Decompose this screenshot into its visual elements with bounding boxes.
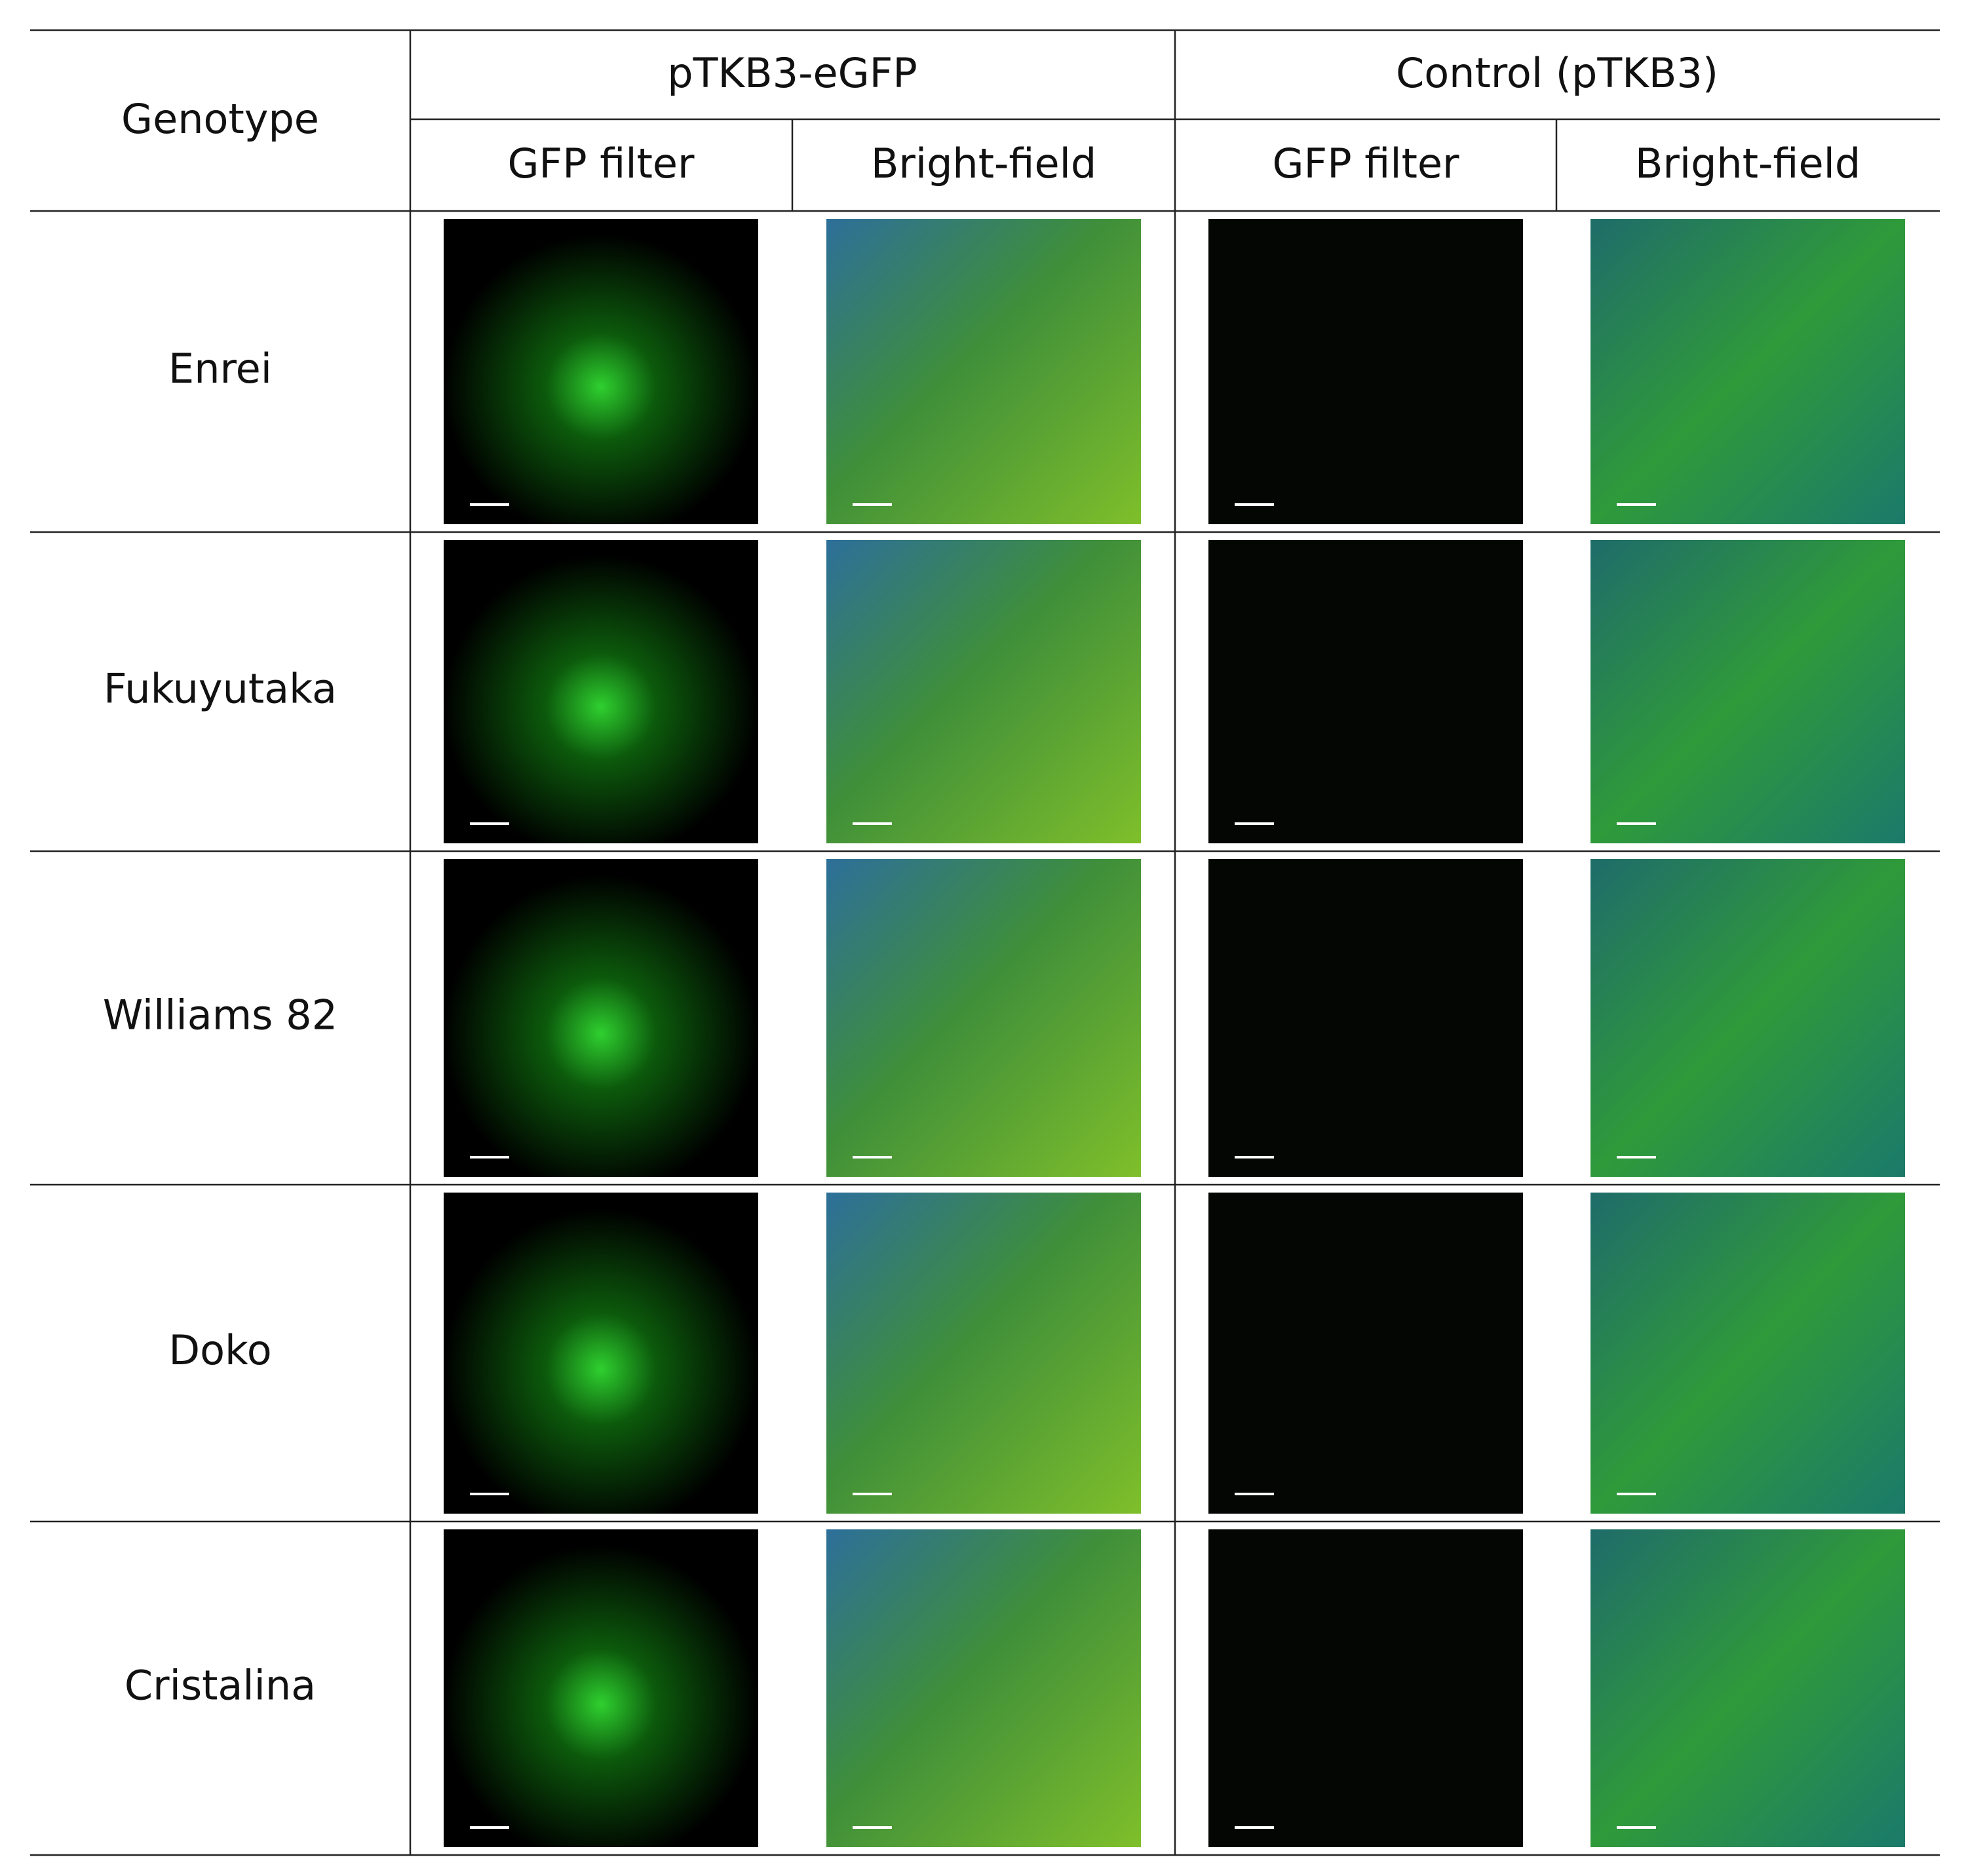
micrograph (444, 859, 758, 1177)
micrograph (1208, 859, 1523, 1177)
micrograph (444, 540, 758, 843)
table-rules (30, 29, 1940, 1856)
micrograph (1208, 1193, 1523, 1514)
sub-header: GFP filter (1272, 140, 1459, 187)
micrograph (1590, 1193, 1905, 1514)
micrograph (826, 859, 1141, 1177)
micrograph (444, 1193, 758, 1514)
micrograph (1590, 1529, 1905, 1847)
micrograph (1208, 219, 1523, 524)
micrograph (444, 1529, 758, 1847)
micrograph (1590, 219, 1905, 524)
sub-header: Bright-field (1635, 140, 1860, 187)
genotype-name: Doko (168, 1326, 271, 1374)
sub-header: Bright-field (871, 140, 1096, 187)
group-header: Control (pTKB3) (1396, 49, 1718, 97)
micrograph (826, 219, 1141, 524)
genotype-name: Enrei (168, 345, 272, 392)
genotype-name: Fukuyutaka (104, 665, 337, 713)
genotype-header: Genotype (121, 95, 319, 143)
genotype-name: Cristalina (125, 1662, 316, 1710)
micrograph (826, 540, 1141, 843)
genotype-name: Williams 82 (103, 991, 337, 1039)
micrograph (1208, 540, 1523, 843)
micrograph (826, 1193, 1141, 1514)
micrograph (826, 1529, 1141, 1847)
group-header: pTKB3-eGFP (667, 49, 917, 97)
micrograph (1590, 540, 1905, 843)
micrograph (1208, 1529, 1523, 1847)
sub-header: GFP filter (507, 140, 695, 187)
micrograph (1590, 859, 1905, 1177)
micrograph (444, 219, 758, 524)
